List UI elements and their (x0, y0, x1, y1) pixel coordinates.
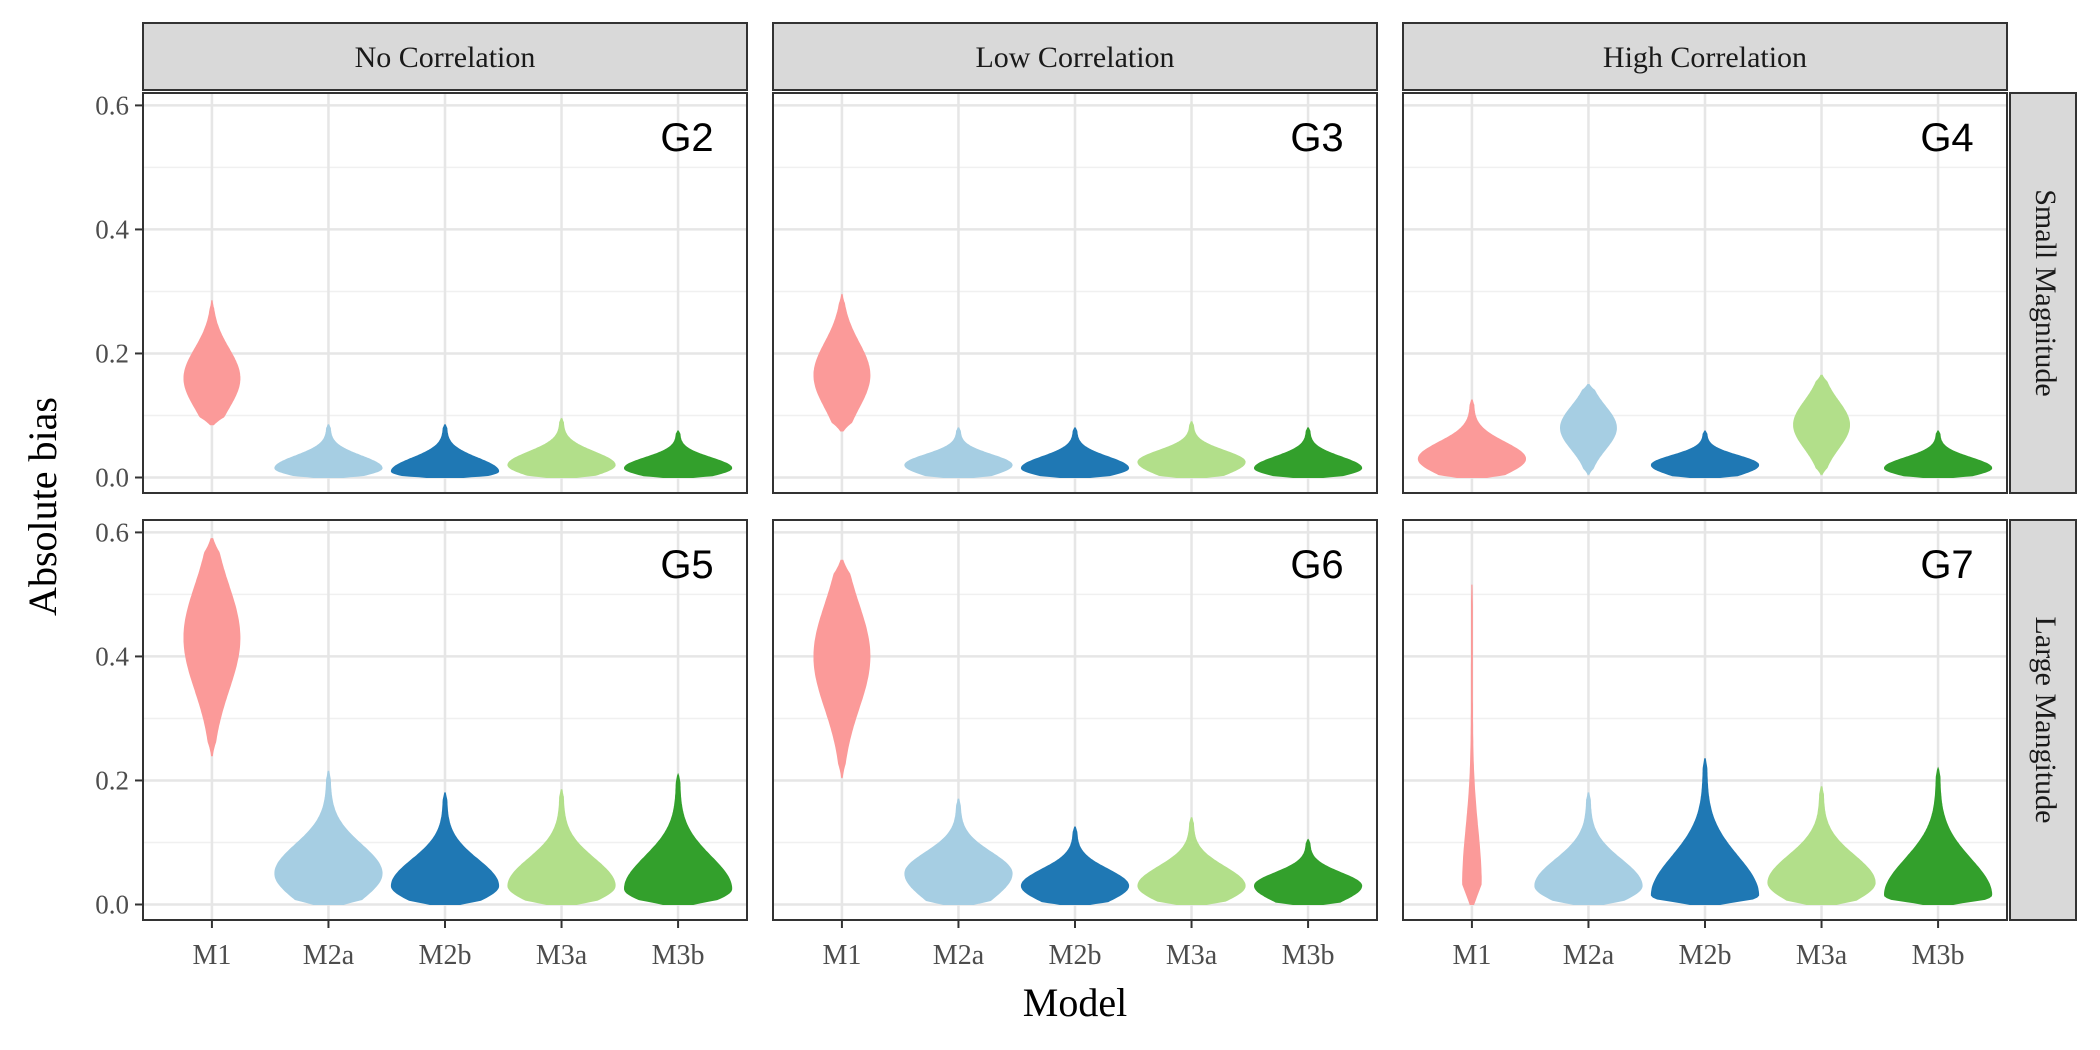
column-strip (1402, 22, 2008, 91)
violin-m3a (1137, 817, 1246, 905)
violin-m1 (183, 538, 241, 757)
column-strip-label: High Correlation (1603, 41, 1807, 74)
x-tick-label: M2b (1679, 940, 1732, 971)
violin-m3b (1254, 838, 1363, 905)
panel-label: G5 (660, 543, 713, 587)
panel-label: G7 (1920, 543, 1973, 587)
y-axis-title: Absolute bias (20, 397, 65, 616)
x-tick-label: M1 (192, 940, 231, 971)
column-strip-label: No Correlation (355, 41, 536, 74)
panel-label: G6 (1290, 543, 1343, 587)
violin-m2b (1020, 427, 1130, 478)
x-tick-label: M2b (1049, 940, 1102, 971)
x-tick-label: M2b (419, 940, 472, 971)
x-tick-label: M3a (1166, 940, 1218, 971)
x-tick-label: M2a (933, 940, 985, 971)
x-tick-label: M2a (303, 940, 355, 971)
y-tick-label: 0.2 (95, 338, 129, 368)
row-strip (2009, 92, 2077, 494)
violin-m3b (624, 430, 733, 478)
column-strip (772, 22, 1378, 91)
violin-m2a (904, 427, 1013, 478)
violin-m3b (623, 772, 733, 905)
x-tick-label: M3b (1282, 940, 1335, 971)
violin-m3b (1883, 766, 1993, 905)
violin-m3a (1767, 786, 1876, 905)
violin-m1 (183, 300, 241, 426)
violin-m2a (904, 798, 1013, 905)
x-tick-label: M3a (536, 940, 588, 971)
x-tick-label: M3b (652, 940, 705, 971)
panel-border (772, 92, 1378, 494)
y-tick-label: 0.0 (95, 889, 129, 919)
panel-label: G4 (1920, 116, 1973, 160)
column-strip-label: Low Correlation (975, 41, 1174, 74)
violin-m2a (274, 770, 383, 905)
violin-m1 (813, 294, 871, 432)
violin-m2a (1534, 792, 1643, 905)
violin-m3a (507, 418, 616, 478)
row-strip (2009, 519, 2077, 921)
violin-m2b (1020, 826, 1130, 905)
x-tick-label: M2a (1563, 940, 1615, 971)
violin-m3a (1137, 421, 1246, 478)
y-tick-label: 0.0 (95, 462, 129, 492)
violin-m2a (274, 424, 383, 478)
violin-m2b (390, 424, 500, 478)
violin-m2b (1650, 430, 1760, 478)
violin-m2a (1560, 384, 1617, 475)
row-strip-label: Large Mangitude (2029, 617, 2062, 824)
y-tick-label: 0.2 (95, 765, 129, 795)
violin-m3a (507, 789, 616, 905)
panel-label: G3 (1290, 116, 1343, 160)
y-tick-label: 0.4 (95, 641, 129, 671)
panel-border (142, 92, 748, 494)
x-tick-label: M3b (1912, 940, 1965, 971)
violin-m3b (1884, 430, 1993, 478)
y-tick-label: 0.4 (95, 214, 129, 244)
violin-m3a (1793, 374, 1850, 475)
y-tick-label: 0.6 (95, 517, 129, 547)
x-tick-label: M1 (822, 940, 861, 971)
x-tick-label: M3a (1796, 940, 1848, 971)
violin-m3b (1254, 427, 1363, 478)
violin-m1 (813, 559, 871, 778)
x-axis-title: Model (1023, 980, 1127, 1025)
violin-m2b (1650, 758, 1760, 905)
x-tick-label: M1 (1452, 940, 1491, 971)
y-tick-label: 0.6 (95, 90, 129, 120)
violin-m1 (1462, 584, 1482, 905)
row-strip-label: Small Magnitude (2029, 189, 2062, 396)
column-strip (142, 22, 748, 91)
violin-m1 (1417, 399, 1526, 478)
panel-label: G2 (660, 116, 713, 160)
violin-m2b (390, 792, 500, 905)
panel-border (1402, 92, 2008, 494)
